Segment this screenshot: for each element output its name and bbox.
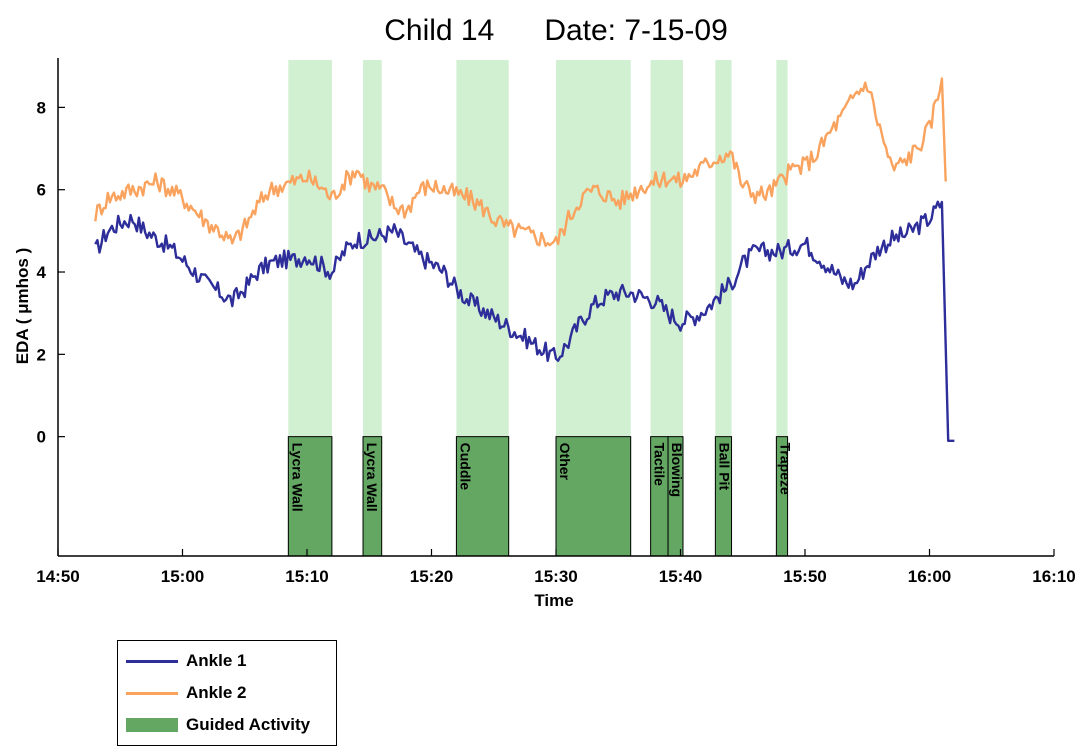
- activity-bar-lycra-wall-0: [287, 436, 333, 557]
- x-tick-label-0: 14:50: [36, 567, 79, 586]
- activity-label-0: Lycra Wall: [289, 443, 305, 512]
- legend-swatch-ankle-2: [126, 691, 178, 695]
- activity-band-other-3: [556, 60, 631, 437]
- eda-chart: Child 14 Date: 7-15-09 Lycra Wall Lycra W…: [13, 14, 1076, 610]
- x-axis-label: Time: [534, 591, 573, 610]
- y-tick-label-3: 6: [37, 181, 46, 200]
- legend-swatch-ankle-1: [126, 659, 178, 663]
- activity-bar-cuddle-2: [455, 436, 510, 557]
- activity-band-cuddle-2: [456, 60, 509, 437]
- activity-bands: [288, 60, 788, 437]
- series-line-ankle-2: [94, 77, 947, 248]
- activity-label-1: Lycra Wall: [364, 443, 380, 512]
- x-tick-label-6: 15:50: [783, 567, 826, 586]
- series-line-ankle-1: [94, 200, 955, 442]
- x-tick-label-8: 16:10: [1032, 567, 1075, 586]
- legend-item-ankle-1: Ankle 1: [126, 649, 246, 673]
- activity-band-ball-pit-6: [715, 60, 732, 437]
- chart-title: Child 14 Date: 7-15-09: [384, 14, 728, 47]
- activity-band-trapeze-7: [776, 60, 788, 437]
- activity-band-lycra-wall-0: [288, 60, 332, 437]
- activity-label-4: Tactile: [652, 443, 668, 487]
- legend-swatch-guided-activity: [126, 718, 178, 732]
- legend-item-guided-activity: Guided Activity: [126, 713, 310, 737]
- activity-label-2: Cuddle: [457, 443, 473, 491]
- legend-item-ankle-2: Ankle 2: [126, 681, 246, 705]
- x-tick-label-7: 16:00: [908, 567, 951, 586]
- x-tick-label-3: 15:20: [410, 567, 453, 586]
- x-tick-label-2: 15:10: [285, 567, 328, 586]
- y-tick-label-2: 4: [37, 263, 47, 282]
- series-lines: [94, 77, 955, 442]
- tick-marks: 14:50 15:00 15:10 15:20 15:30 15:40 15:50 16:00…: [36, 98, 1075, 586]
- y-axis-label: EDA ( μmhos ): [13, 248, 32, 365]
- activity-band-blowing-5: [668, 60, 683, 437]
- x-tick-label-1: 15:00: [161, 567, 204, 586]
- legend-label-ankle-1: Ankle 1: [186, 651, 247, 670]
- legend: Ankle 1 Ankle 2 Guided Activity: [117, 640, 337, 746]
- x-tick-label-5: 15:40: [659, 567, 702, 586]
- activity-label-3: Other: [557, 443, 573, 481]
- legend-label-guided-activity: Guided Activity: [186, 715, 311, 734]
- activity-band-lycra-wall-1: [363, 60, 382, 437]
- activity-label-6: Ball Pit: [716, 443, 732, 491]
- y-tick-label-4: 8: [37, 98, 46, 117]
- y-tick-label-1: 2: [37, 345, 46, 364]
- legend-label-ankle-2: Ankle 2: [186, 683, 247, 702]
- activity-band-tactile-4: [650, 60, 669, 437]
- y-tick-label-0: 0: [37, 428, 46, 447]
- x-tick-label-4: 15:30: [534, 567, 577, 586]
- activity-bar-other-3: [555, 436, 632, 557]
- activity-bars: Lycra Wall Lycra Wall Cuddle Other Tactile Bl…: [287, 436, 793, 557]
- activity-label-5: Blowing: [669, 443, 685, 497]
- activity-label-7: Trapeze: [777, 443, 793, 495]
